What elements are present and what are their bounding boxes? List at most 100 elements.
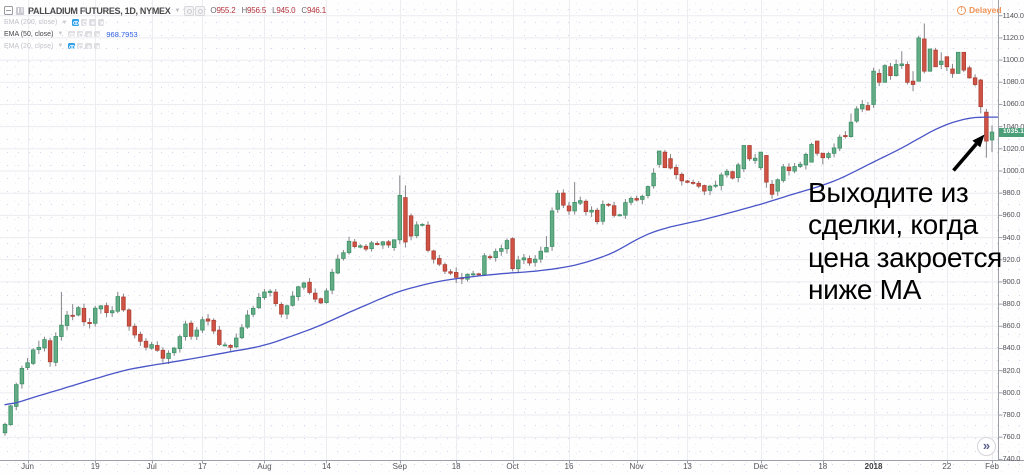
candle-body[interactable]: [764, 155, 769, 183]
candle-body[interactable]: [155, 345, 160, 351]
candle-body[interactable]: [561, 192, 566, 206]
candle-body[interactable]: [14, 384, 19, 407]
candle-body[interactable]: [126, 309, 132, 327]
gear-icon[interactable]: [76, 30, 84, 38]
chevron-down-icon[interactable]: ▼: [57, 31, 64, 37]
candle-body[interactable]: [109, 310, 115, 314]
candle-body[interactable]: [188, 322, 194, 337]
candle-body[interactable]: [657, 150, 662, 165]
candle-body[interactable]: [848, 121, 854, 138]
candle-body[interactable]: [978, 79, 983, 108]
candle-body[interactable]: [521, 257, 527, 261]
candle-body[interactable]: [972, 77, 978, 85]
candle-body[interactable]: [544, 247, 549, 253]
candle-body[interactable]: [798, 163, 803, 167]
candle-body[interactable]: [442, 264, 448, 272]
candle-body[interactable]: [487, 256, 493, 259]
candle-body[interactable]: [301, 282, 307, 288]
candle-body[interactable]: [566, 205, 572, 212]
candle-body[interactable]: [160, 349, 166, 359]
quick-action-icon-2[interactable]: [195, 5, 206, 16]
candle-body[interactable]: [53, 336, 58, 363]
candle-body[interactable]: [363, 245, 369, 250]
chevron-down-icon[interactable]: ▼: [174, 7, 181, 14]
candle-body[interactable]: [538, 250, 543, 260]
annotation-text[interactable]: Выходите из сделки, когда цена закроется…: [808, 177, 1002, 307]
candle-body[interactable]: [871, 70, 876, 105]
candle-body[interactable]: [358, 245, 363, 248]
candle-body[interactable]: [228, 344, 233, 348]
candle-body[interactable]: [673, 167, 679, 176]
candle-body[interactable]: [769, 183, 775, 195]
candle-body[interactable]: [279, 304, 284, 315]
candle-body[interactable]: [482, 255, 487, 276]
candle-body[interactable]: [719, 174, 724, 186]
candle-body[interactable]: [217, 329, 222, 345]
candle-body[interactable]: [984, 111, 989, 142]
candle-body[interactable]: [431, 250, 436, 260]
candle-body[interactable]: [205, 318, 211, 322]
candle-body[interactable]: [809, 143, 814, 163]
candle-body[interactable]: [527, 258, 532, 264]
candle-body[interactable]: [572, 201, 577, 212]
candle-body[interactable]: [143, 340, 149, 348]
quick-action-icon-1[interactable]: [183, 5, 194, 16]
candle-body[interactable]: [397, 195, 402, 241]
candle-body[interactable]: [200, 319, 205, 331]
eye-icon[interactable]: [68, 42, 76, 50]
candle-body[interactable]: [860, 104, 865, 110]
arrow-annotation[interactable]: [952, 134, 985, 172]
candle-body[interactable]: [623, 202, 628, 216]
candle-body[interactable]: [606, 203, 611, 206]
candle-body[interactable]: [950, 68, 955, 74]
chart-type-icon[interactable]: [16, 6, 24, 15]
close-icon[interactable]: [93, 30, 101, 38]
candle-body[interactable]: [448, 271, 453, 274]
candle-body[interactable]: [273, 291, 278, 304]
candle-body[interactable]: [724, 170, 730, 176]
candle-body[interactable]: [312, 292, 318, 300]
candle-body[interactable]: [702, 185, 707, 192]
candle-body[interactable]: [837, 136, 842, 149]
candle-body[interactable]: [132, 325, 137, 336]
candle-body[interactable]: [262, 291, 267, 298]
candle-body[interactable]: [420, 223, 425, 226]
plus-icon[interactable]: [85, 42, 92, 50]
candle-body[interactable]: [324, 290, 329, 303]
symbol-title[interactable]: PALLADIUM FUTURES, 1D, NYMEX: [28, 5, 171, 16]
candle-body[interactable]: [425, 224, 431, 251]
candle-body[interactable]: [532, 258, 538, 263]
candle-body[interactable]: [600, 204, 606, 222]
candle-body[interactable]: [318, 298, 324, 304]
candle-body[interactable]: [549, 210, 555, 247]
candle-body[interactable]: [854, 108, 859, 122]
candle-body[interactable]: [961, 51, 966, 71]
candle-body[interactable]: [939, 60, 944, 65]
candle-body[interactable]: [290, 295, 295, 306]
candle-body[interactable]: [899, 63, 904, 67]
candle-body[interactable]: [222, 344, 228, 347]
close-icon[interactable]: [93, 42, 101, 50]
candle-body[interactable]: [369, 242, 374, 250]
candle-body[interactable]: [87, 322, 92, 325]
candle-body[interactable]: [690, 182, 696, 184]
indicator-label[interactable]: EMA (200, close): [4, 19, 58, 26]
candle-body[interactable]: [730, 171, 735, 179]
candle-body[interactable]: [211, 319, 216, 332]
indicator-label[interactable]: EMA (20, close): [4, 42, 54, 50]
candle-body[interactable]: [792, 166, 797, 172]
gear-icon[interactable]: [80, 19, 88, 26]
candle-body[interactable]: [893, 64, 899, 77]
candle-body[interactable]: [736, 164, 741, 178]
candle-body[interactable]: [250, 307, 256, 315]
candle-body[interactable]: [685, 180, 690, 183]
candle-body[interactable]: [341, 252, 346, 259]
candle-body[interactable]: [775, 179, 780, 192]
scroll-to-realtime-button[interactable]: »: [977, 437, 996, 456]
candle-body[interactable]: [183, 323, 188, 338]
candle-body[interactable]: [516, 259, 521, 270]
candle-body[interactable]: [814, 140, 820, 154]
candle-body[interactable]: [662, 151, 668, 169]
chevron-down-icon[interactable]: ▼: [61, 19, 68, 26]
